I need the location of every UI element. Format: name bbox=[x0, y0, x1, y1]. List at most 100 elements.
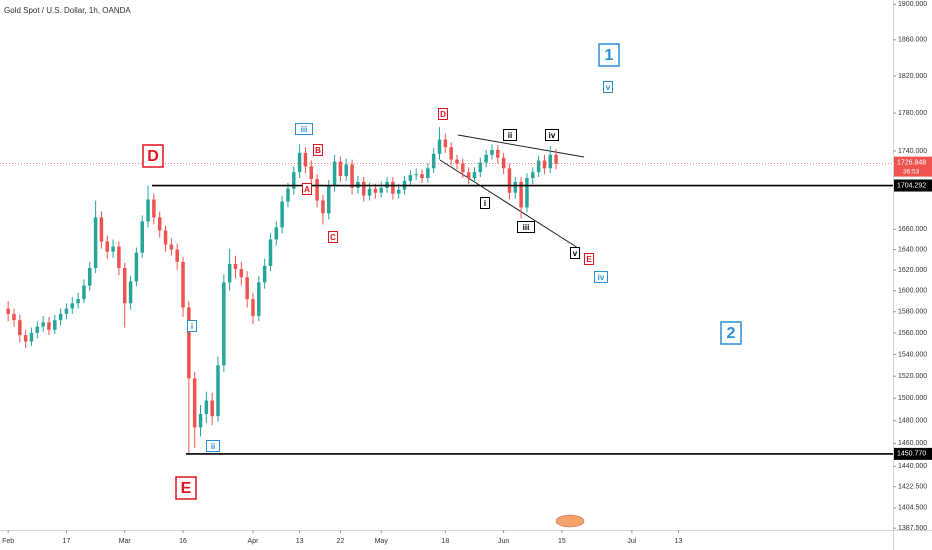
wave-label: 1 bbox=[605, 47, 614, 64]
wave-label-box bbox=[142, 144, 164, 168]
candle-body bbox=[257, 282, 261, 316]
candle-body bbox=[6, 308, 10, 314]
wave-label: iv bbox=[598, 273, 605, 282]
candle-body bbox=[548, 154, 553, 169]
candle-body bbox=[35, 326, 40, 333]
last-price-bg bbox=[894, 156, 932, 177]
candle-body bbox=[507, 168, 512, 193]
wave-label: i bbox=[191, 322, 193, 331]
wave-label: D bbox=[147, 148, 159, 165]
y-tick-label: 1422.500 bbox=[898, 484, 927, 491]
wave-label: 2 bbox=[727, 325, 736, 342]
candle-body bbox=[146, 199, 150, 222]
candle-body bbox=[286, 188, 290, 202]
wave-label-box bbox=[584, 253, 594, 265]
candle-body bbox=[175, 249, 179, 262]
candle-body bbox=[373, 188, 378, 193]
wave-label-box bbox=[594, 271, 608, 283]
wave-label-box bbox=[603, 81, 613, 93]
candle-body bbox=[157, 217, 162, 231]
candle-body bbox=[76, 299, 80, 304]
wave-label: iv bbox=[549, 131, 556, 140]
y-tick-label: 1520.000 bbox=[898, 373, 927, 380]
candle-body bbox=[431, 153, 436, 169]
candle-body bbox=[490, 150, 494, 155]
wave-label: iii bbox=[301, 125, 308, 134]
candle-body bbox=[227, 263, 232, 283]
candle-body bbox=[12, 313, 16, 321]
candle-body bbox=[332, 161, 337, 186]
candle-body bbox=[216, 365, 220, 417]
wave-label: ii bbox=[508, 131, 512, 140]
candle-body bbox=[367, 188, 372, 196]
last-price-label: 1726.848 bbox=[897, 159, 926, 166]
candle-body bbox=[513, 181, 518, 193]
candle-body bbox=[187, 307, 191, 379]
x-tick-label: Apr bbox=[248, 538, 260, 545]
candle-body bbox=[210, 400, 214, 417]
wave-label-box bbox=[206, 440, 220, 452]
wave-label-box bbox=[438, 108, 448, 120]
y-tick-label: 1600.000 bbox=[898, 288, 927, 295]
x-tick-label: 15 bbox=[558, 538, 566, 545]
candle-body bbox=[327, 185, 331, 214]
candle-body bbox=[554, 154, 558, 164]
candle-body bbox=[192, 378, 197, 428]
candle-body bbox=[181, 261, 185, 308]
candle-body bbox=[496, 150, 500, 158]
candle-body bbox=[222, 282, 226, 366]
y-tick-label: 1540.000 bbox=[898, 351, 927, 358]
wave-label-box bbox=[503, 129, 517, 141]
x-tick-label: 18 bbox=[441, 538, 449, 545]
candle-body bbox=[501, 157, 506, 169]
wave-label-box bbox=[295, 123, 313, 135]
wave-label: B bbox=[315, 146, 321, 155]
candle-body bbox=[536, 160, 541, 173]
trend-line bbox=[457, 134, 585, 158]
candle-body bbox=[64, 308, 69, 314]
candle-body bbox=[414, 174, 418, 176]
wave-label: C bbox=[330, 233, 336, 242]
y-tick-label: 1780.000 bbox=[898, 110, 927, 117]
candle-body bbox=[472, 172, 477, 178]
x-tick-label: 16 bbox=[179, 538, 187, 545]
price-label-bg bbox=[894, 179, 932, 192]
y-tick-label: 1860.000 bbox=[898, 37, 927, 44]
candle-body bbox=[361, 181, 366, 196]
candle-body bbox=[245, 277, 249, 300]
y-tick-label: 1620.000 bbox=[898, 267, 927, 274]
candle-body bbox=[484, 154, 488, 163]
wave-label-box bbox=[302, 183, 312, 195]
x-tick-label: 13 bbox=[675, 538, 683, 545]
candle-body bbox=[379, 187, 383, 193]
y-tick-label: 1740.000 bbox=[898, 148, 927, 155]
candle-body bbox=[478, 162, 483, 173]
wave-label: E bbox=[586, 255, 592, 264]
candle-body bbox=[420, 174, 424, 178]
y-tick-label: 1460.000 bbox=[898, 440, 927, 447]
candle-body bbox=[542, 160, 547, 169]
wave-label: v bbox=[606, 83, 611, 92]
wave-label-box bbox=[328, 231, 338, 243]
candle-body bbox=[443, 139, 448, 148]
candle-body bbox=[437, 139, 442, 154]
candle-body bbox=[321, 200, 325, 214]
x-tick-label: Mar bbox=[119, 538, 132, 545]
candle-body bbox=[18, 320, 22, 336]
wave-label: A bbox=[304, 185, 310, 194]
y-tick-label: 1580.000 bbox=[898, 309, 927, 316]
candle-body bbox=[140, 221, 144, 253]
candle-body bbox=[169, 244, 174, 250]
candle-body bbox=[53, 320, 57, 330]
candle-body bbox=[70, 303, 75, 309]
wave-label: D bbox=[440, 110, 446, 119]
chart-title: Gold Spot / U.S. Dollar, 1h, OANDA bbox=[4, 6, 131, 15]
candle-body bbox=[29, 332, 34, 342]
candle-body bbox=[268, 239, 273, 266]
candle-body bbox=[309, 166, 314, 179]
x-tick-label: Jul bbox=[627, 538, 636, 545]
wave-label: iii bbox=[523, 223, 530, 232]
wave-label-box bbox=[598, 43, 620, 67]
